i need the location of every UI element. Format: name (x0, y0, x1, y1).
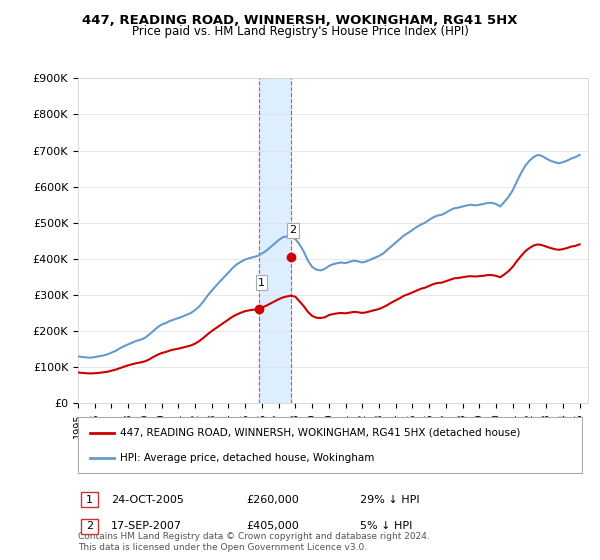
Text: 1: 1 (258, 278, 265, 288)
Text: HPI: Average price, detached house, Wokingham: HPI: Average price, detached house, Woki… (120, 452, 374, 463)
Text: 2: 2 (289, 225, 296, 235)
Text: Contains HM Land Registry data © Crown copyright and database right 2024.
This d: Contains HM Land Registry data © Crown c… (78, 532, 430, 552)
Text: 24-OCT-2005: 24-OCT-2005 (111, 494, 184, 505)
Bar (259, 78, 290, 403)
Text: 5% ↓ HPI: 5% ↓ HPI (360, 521, 412, 531)
Text: £405,000: £405,000 (246, 521, 299, 531)
Text: 447, READING ROAD, WINNERSH, WOKINGHAM, RG41 5HX: 447, READING ROAD, WINNERSH, WOKINGHAM, … (82, 14, 518, 27)
Text: £260,000: £260,000 (246, 494, 299, 505)
Text: 29% ↓ HPI: 29% ↓ HPI (360, 494, 419, 505)
Text: Price paid vs. HM Land Registry's House Price Index (HPI): Price paid vs. HM Land Registry's House … (131, 25, 469, 38)
Text: 17-SEP-2007: 17-SEP-2007 (111, 521, 182, 531)
Text: 447, READING ROAD, WINNERSH, WOKINGHAM, RG41 5HX (detached house): 447, READING ROAD, WINNERSH, WOKINGHAM, … (120, 428, 520, 438)
Text: 1: 1 (86, 494, 93, 505)
Text: 2: 2 (86, 521, 93, 531)
